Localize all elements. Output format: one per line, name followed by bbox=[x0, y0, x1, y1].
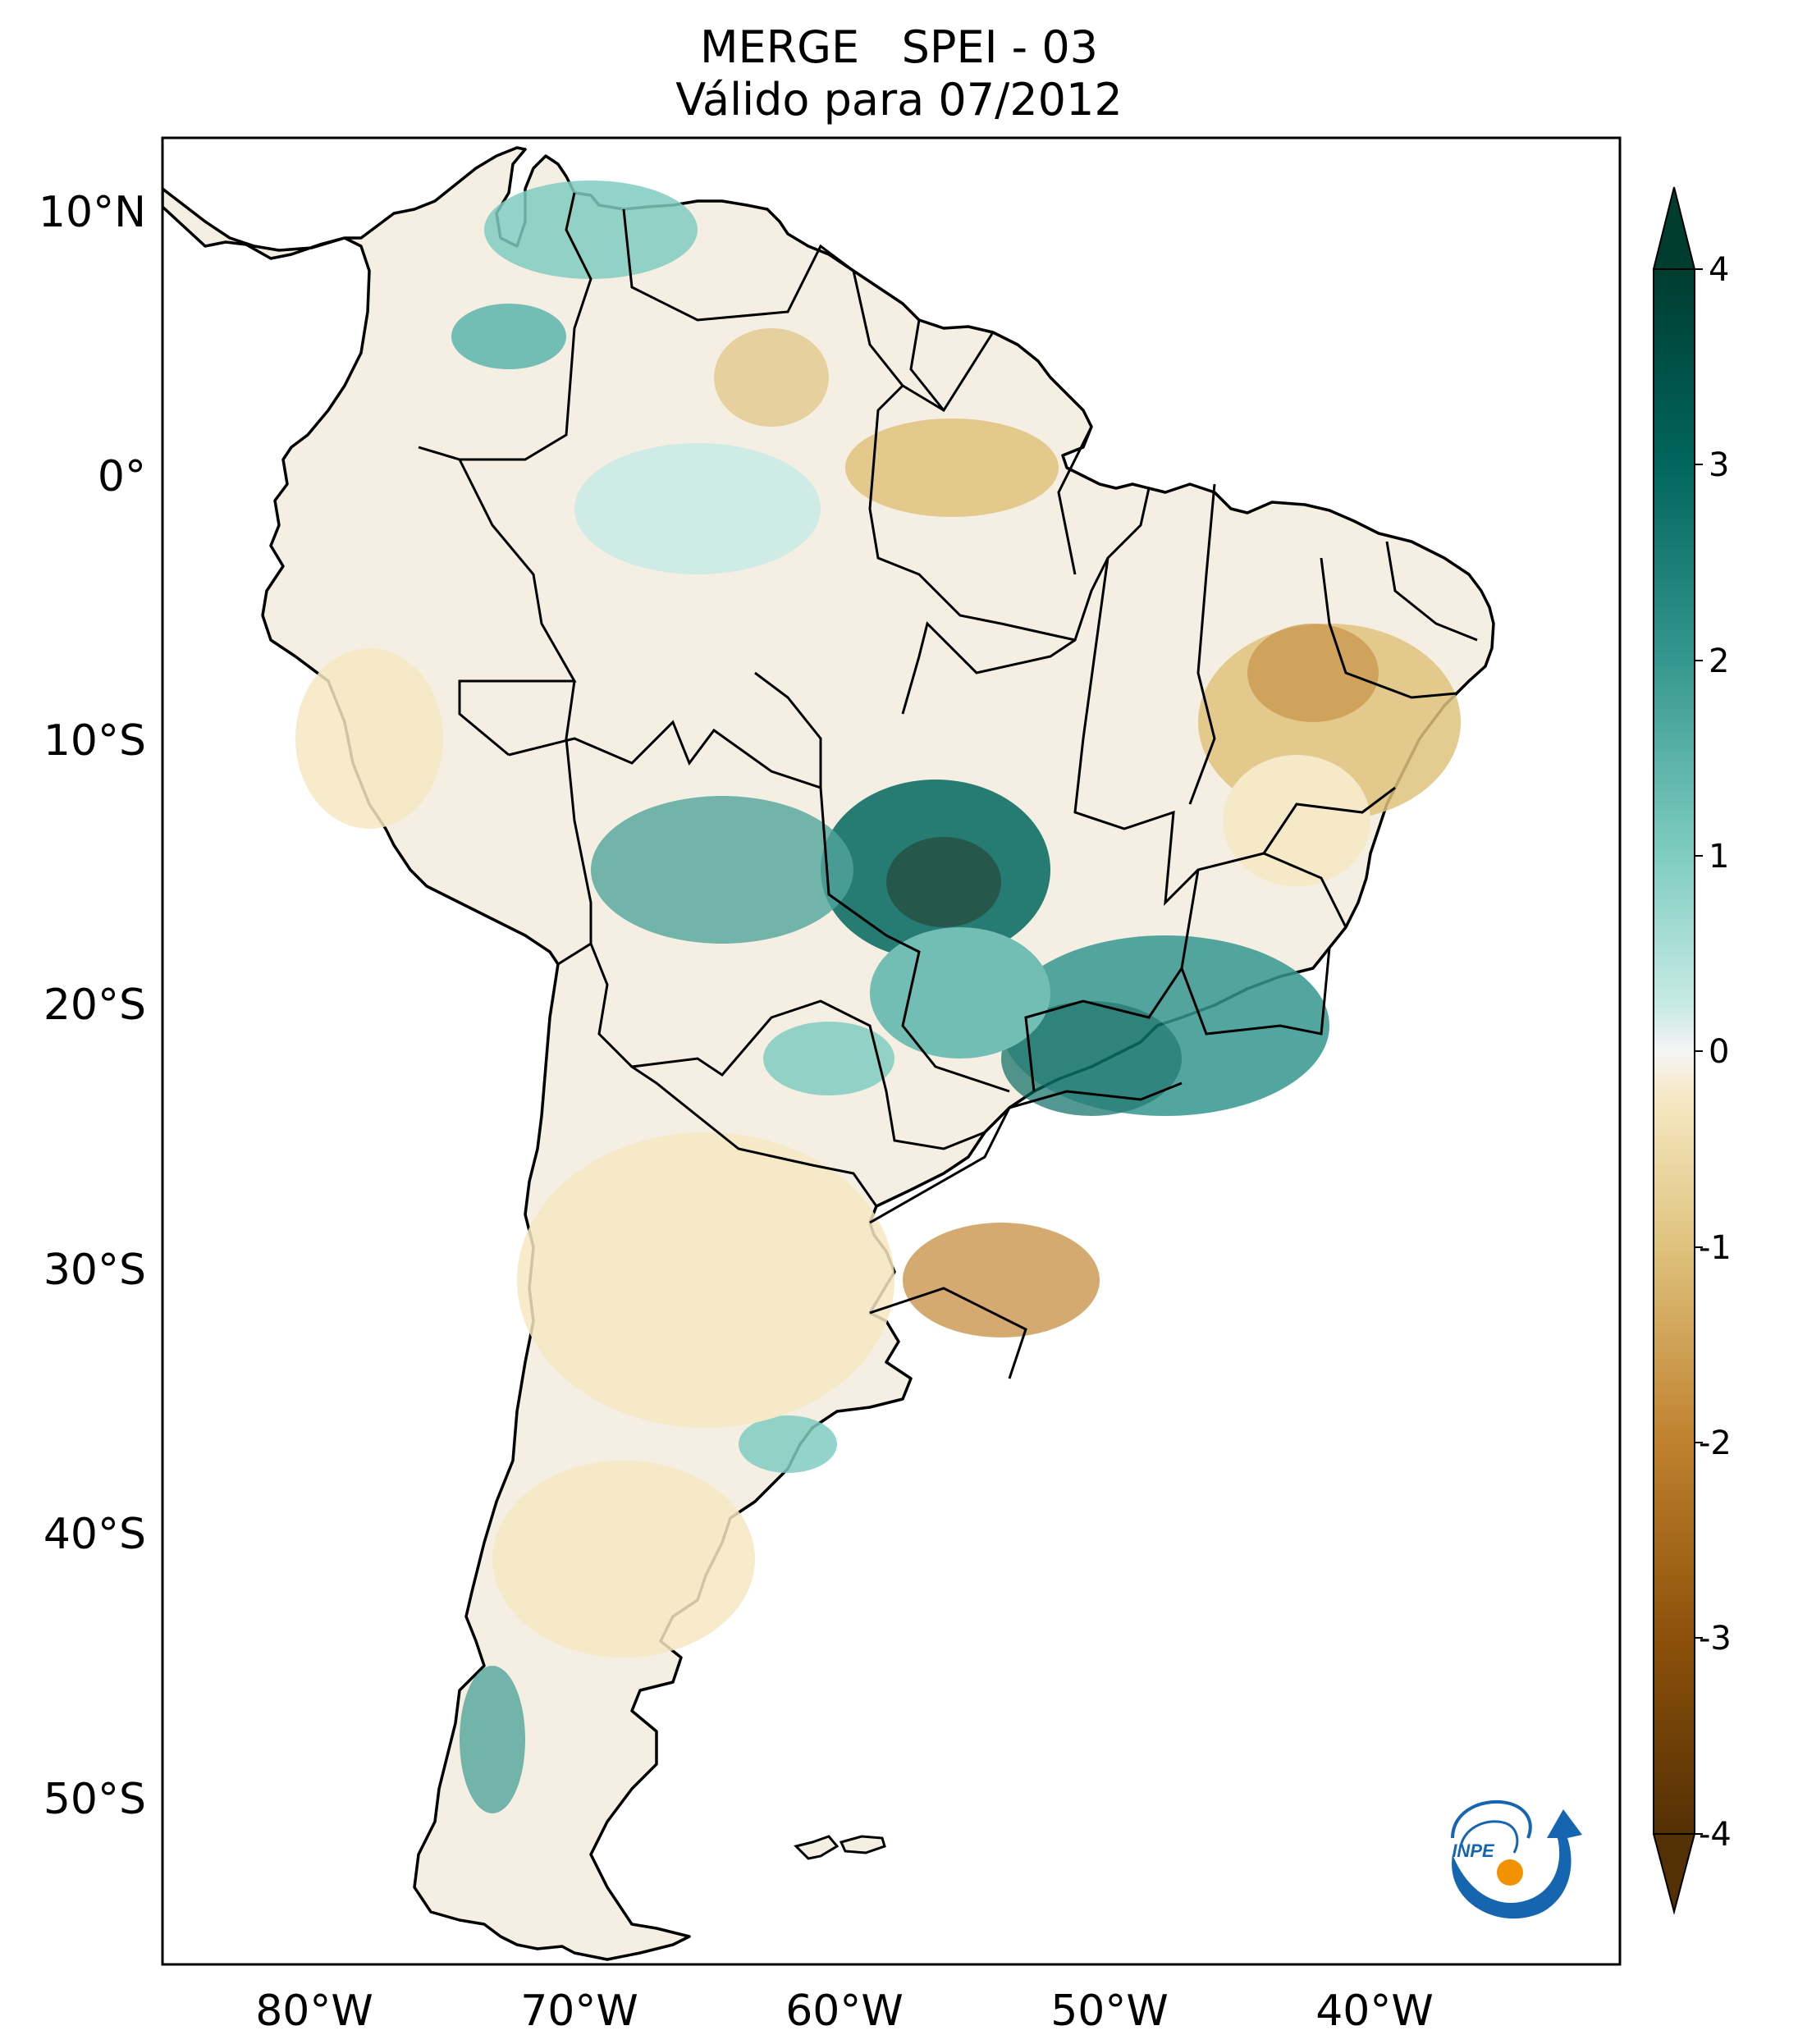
dry-patch-guyana bbox=[714, 328, 829, 427]
inpe-logo-orbit bbox=[1451, 1799, 1532, 1839]
lat-label-0: 0° bbox=[98, 452, 146, 501]
colorbar-tick-label: 1 bbox=[1709, 838, 1729, 876]
wet-patch-argentina-central bbox=[739, 1415, 837, 1473]
colorbar-tick-label: 4 bbox=[1709, 251, 1729, 289]
colorbar-ticks bbox=[1695, 268, 1703, 1835]
country-borders bbox=[418, 192, 1478, 1379]
dry-patch-patagonia bbox=[492, 1461, 755, 1658]
wet-patch-patagonia bbox=[460, 1666, 525, 1813]
dry-patch-rio-grande-sul bbox=[903, 1223, 1100, 1338]
lat-label-40s: 40°S bbox=[43, 1510, 146, 1559]
lon-label-60w: 60°W bbox=[785, 1987, 904, 2036]
colorbar-tick-label: -1 bbox=[1699, 1229, 1732, 1267]
spei-anomaly-patches bbox=[295, 181, 1461, 1813]
inpe-logo-sun bbox=[1497, 1859, 1523, 1886]
map-frame bbox=[161, 136, 1622, 1966]
dry-patch-northeast-core bbox=[1247, 624, 1379, 722]
wet-patch-sao-paulo bbox=[1001, 1001, 1182, 1116]
wet-patch-central-brazil-core bbox=[886, 837, 1001, 927]
wet-patch-colombia bbox=[451, 304, 566, 369]
inpe-logo: INPE bbox=[1451, 1799, 1582, 1919]
lat-label-30s: 30°S bbox=[43, 1246, 146, 1295]
colorbar-tick-label: 3 bbox=[1709, 446, 1729, 484]
colorbar-tick-label: -4 bbox=[1699, 1816, 1732, 1854]
lon-label-40w: 40°W bbox=[1315, 1987, 1434, 2036]
colorbar-tick-label: -3 bbox=[1699, 1620, 1732, 1658]
lat-label-50s: 50°S bbox=[43, 1775, 146, 1824]
colorbar: 4 3 2 1 0 -1 -2 -3 -4 bbox=[1652, 186, 1732, 1915]
lon-label-80w: 80°W bbox=[255, 1987, 373, 2036]
inpe-logo-swoosh bbox=[1452, 1809, 1582, 1919]
longitude-axis-labels: 80°W 70°W 60°W 50°W 40°W bbox=[255, 1987, 1434, 2036]
wet-patch-venezuela bbox=[484, 181, 698, 279]
dry-patch-peru bbox=[295, 648, 443, 829]
lon-label-70w: 70°W bbox=[520, 1987, 638, 2036]
dry-patch-north-brazil bbox=[845, 418, 1059, 517]
colorbar-gradient bbox=[1653, 268, 1695, 1835]
inpe-logo-orbit-inner bbox=[1459, 1820, 1519, 1854]
colorbar-bottom-extend bbox=[1652, 1833, 1696, 1915]
latitude-axis-labels: 10°N 0° 10°S 20°S 30°S 40°S 50°S bbox=[39, 188, 146, 1824]
map-title: MERGE SPEI - 03 bbox=[699, 21, 1099, 73]
colorbar-tick-label: -2 bbox=[1699, 1424, 1732, 1462]
lat-label-20s: 20°S bbox=[43, 981, 146, 1030]
map-subtitle: Válido para 07/2012 bbox=[675, 74, 1123, 126]
lat-label-10s: 10°S bbox=[43, 716, 146, 766]
lon-label-50w: 50°W bbox=[1050, 1987, 1169, 2036]
dry-patch-argentina bbox=[517, 1132, 894, 1428]
colorbar-tick-label: 2 bbox=[1709, 642, 1729, 680]
wet-patch-amazon bbox=[574, 443, 821, 574]
wet-patch-bolivia bbox=[591, 796, 853, 944]
colorbar-top-extend bbox=[1652, 186, 1696, 270]
inpe-logo-text: INPE bbox=[1452, 1841, 1495, 1861]
wet-patch-mato-grosso-sul bbox=[870, 927, 1050, 1059]
wet-patch-paraguay bbox=[763, 1022, 894, 1095]
map-area bbox=[162, 138, 1620, 1964]
falkland-islands bbox=[794, 1835, 886, 1860]
lat-label-10n: 10°N bbox=[39, 188, 146, 237]
colorbar-tick-label: 0 bbox=[1709, 1033, 1729, 1071]
